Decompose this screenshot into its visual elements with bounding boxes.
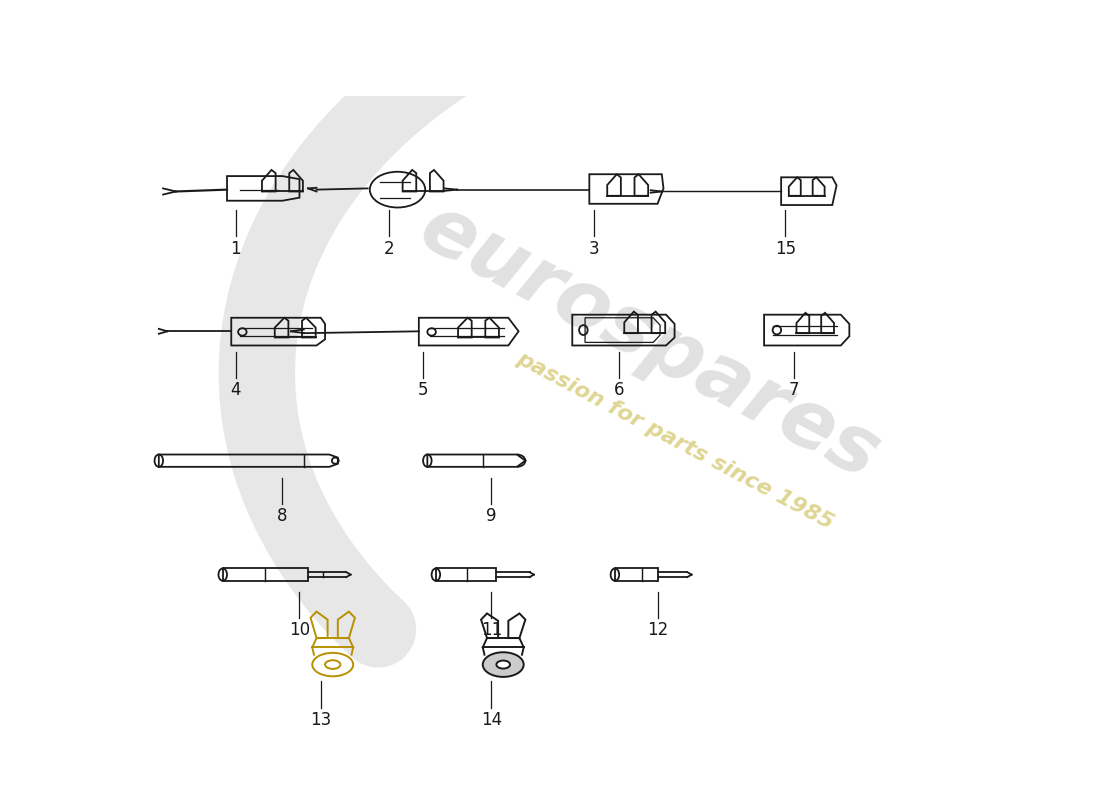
Text: 8: 8 [277, 507, 288, 526]
Text: 2: 2 [384, 239, 394, 258]
Ellipse shape [483, 652, 524, 677]
Text: passion for parts since 1985: passion for parts since 1985 [513, 349, 836, 534]
Text: 9: 9 [486, 507, 496, 526]
Text: eurospares: eurospares [406, 189, 892, 496]
Text: 5: 5 [418, 382, 428, 399]
Text: 13: 13 [310, 710, 331, 729]
Text: 4: 4 [230, 382, 241, 399]
Text: 7: 7 [789, 382, 800, 399]
Text: 10: 10 [289, 622, 310, 639]
Text: 15: 15 [774, 239, 796, 258]
Text: 1: 1 [230, 239, 241, 258]
Text: 12: 12 [647, 622, 668, 639]
Text: 11: 11 [481, 622, 502, 639]
Text: 6: 6 [614, 382, 625, 399]
Text: 14: 14 [481, 710, 502, 729]
Ellipse shape [496, 661, 510, 669]
Text: 3: 3 [588, 239, 598, 258]
